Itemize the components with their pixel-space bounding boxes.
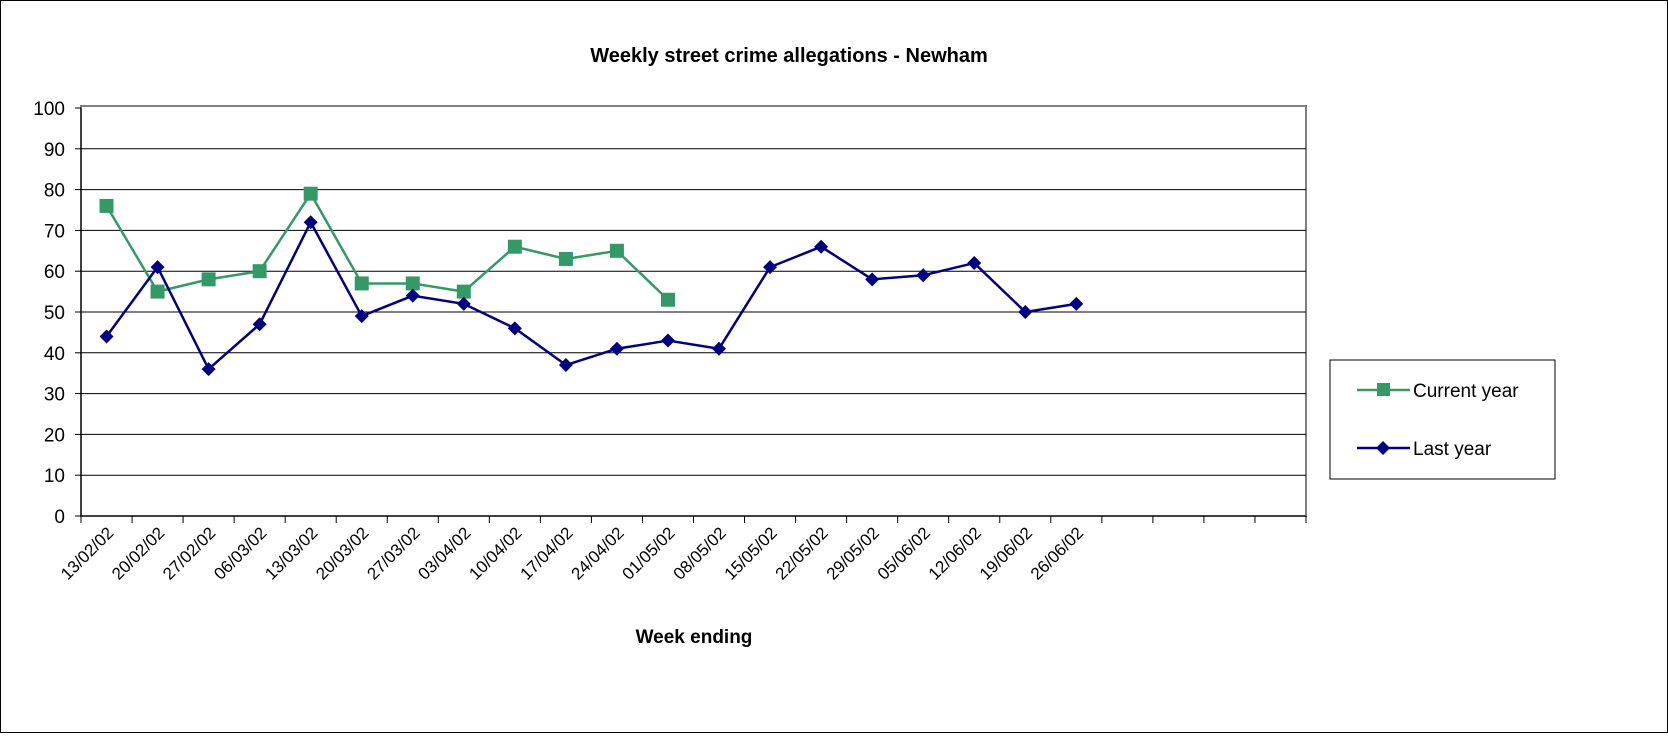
x-tick-label: 13/03/02 bbox=[261, 523, 321, 583]
x-tick-label: 27/02/02 bbox=[159, 523, 219, 583]
y-tick-label: 0 bbox=[54, 507, 65, 528]
legend-label-last-year: Last year bbox=[1413, 439, 1492, 460]
legend-box bbox=[1329, 359, 1556, 480]
data-point bbox=[252, 264, 267, 279]
y-tick-label: 90 bbox=[44, 140, 65, 161]
y-tick-label: 50 bbox=[44, 303, 65, 324]
data-point bbox=[99, 198, 114, 213]
x-tick-label: 26/06/02 bbox=[1027, 523, 1087, 583]
data-point bbox=[1069, 296, 1084, 311]
data-point bbox=[558, 251, 573, 266]
series-line bbox=[105, 220, 1077, 371]
x-axis-title: Week ending bbox=[636, 627, 753, 648]
legend: Current year Last year bbox=[1329, 359, 1556, 480]
y-tick-label: 100 bbox=[33, 99, 65, 120]
data-point bbox=[967, 256, 982, 271]
data-point bbox=[99, 329, 114, 344]
x-tick-label: 20/03/02 bbox=[312, 523, 372, 583]
data-point bbox=[558, 358, 573, 373]
data-point bbox=[303, 186, 318, 201]
x-tick-label: 01/05/02 bbox=[619, 523, 679, 583]
data-point bbox=[150, 260, 165, 275]
legend-marker-current-year bbox=[1377, 383, 1390, 396]
data-point bbox=[507, 239, 522, 254]
y-tick-label: 80 bbox=[44, 181, 65, 202]
series-line bbox=[105, 192, 669, 301]
data-point bbox=[405, 276, 420, 291]
x-tick-label: 17/04/02 bbox=[516, 523, 576, 583]
data-point bbox=[660, 333, 675, 348]
x-tick-label: 05/06/02 bbox=[874, 523, 934, 583]
x-tick-label: 22/05/02 bbox=[772, 523, 832, 583]
series-current-year bbox=[99, 186, 675, 307]
data-point bbox=[814, 239, 829, 254]
legend-marker-last-year bbox=[1376, 441, 1390, 455]
chart-title: Weekly street crime allegations - Newham bbox=[590, 45, 988, 67]
x-tick-label: 29/05/02 bbox=[823, 523, 883, 583]
data-point bbox=[609, 243, 624, 258]
y-tick-label: 40 bbox=[44, 344, 65, 365]
data-point bbox=[303, 215, 318, 230]
y-tick-label: 60 bbox=[44, 262, 65, 283]
data-point bbox=[354, 276, 369, 291]
x-tick-label: 03/04/02 bbox=[414, 523, 474, 583]
x-tick-label: 10/04/02 bbox=[465, 523, 525, 583]
y-axis: 0 10 20 30 40 50 60 70 80 90 100 bbox=[33, 99, 82, 528]
x-tick-label: 06/03/02 bbox=[210, 523, 270, 583]
data-point bbox=[712, 341, 727, 356]
data-point bbox=[456, 296, 471, 311]
data-point bbox=[865, 272, 880, 287]
x-tick-label: 08/05/02 bbox=[670, 523, 730, 583]
data-point bbox=[1018, 305, 1033, 319]
x-tick-label: 12/06/02 bbox=[925, 523, 985, 583]
data-point bbox=[763, 260, 778, 275]
series-layer bbox=[99, 186, 1084, 377]
data-point bbox=[354, 309, 369, 324]
x-axis: 13/02/0220/02/0227/02/0206/03/0213/03/02… bbox=[57, 515, 1307, 584]
x-tick-label: 19/06/02 bbox=[976, 523, 1036, 583]
y-tick-label: 20 bbox=[44, 425, 65, 446]
x-tick-label: 24/04/02 bbox=[568, 523, 628, 583]
data-point bbox=[916, 268, 931, 283]
y-tick-label: 70 bbox=[44, 221, 65, 242]
x-tick-label: 15/05/02 bbox=[721, 523, 781, 583]
data-point bbox=[660, 292, 675, 307]
y-tick-label: 30 bbox=[44, 385, 65, 406]
x-tick-label: 20/02/02 bbox=[108, 523, 168, 583]
data-point bbox=[201, 272, 216, 287]
data-point bbox=[456, 284, 471, 299]
x-tick-label: 13/02/02 bbox=[57, 523, 117, 583]
data-point bbox=[405, 288, 420, 303]
series-last-year bbox=[99, 215, 1084, 377]
data-point bbox=[507, 321, 522, 336]
data-point bbox=[150, 284, 165, 299]
data-point bbox=[609, 341, 624, 356]
x-tick-label: 27/03/02 bbox=[363, 523, 423, 583]
plot-area bbox=[80, 105, 1307, 517]
legend-label-current-year: Current year bbox=[1413, 381, 1519, 402]
data-point bbox=[201, 362, 216, 377]
data-point bbox=[252, 317, 267, 332]
y-tick-label: 10 bbox=[44, 466, 65, 487]
